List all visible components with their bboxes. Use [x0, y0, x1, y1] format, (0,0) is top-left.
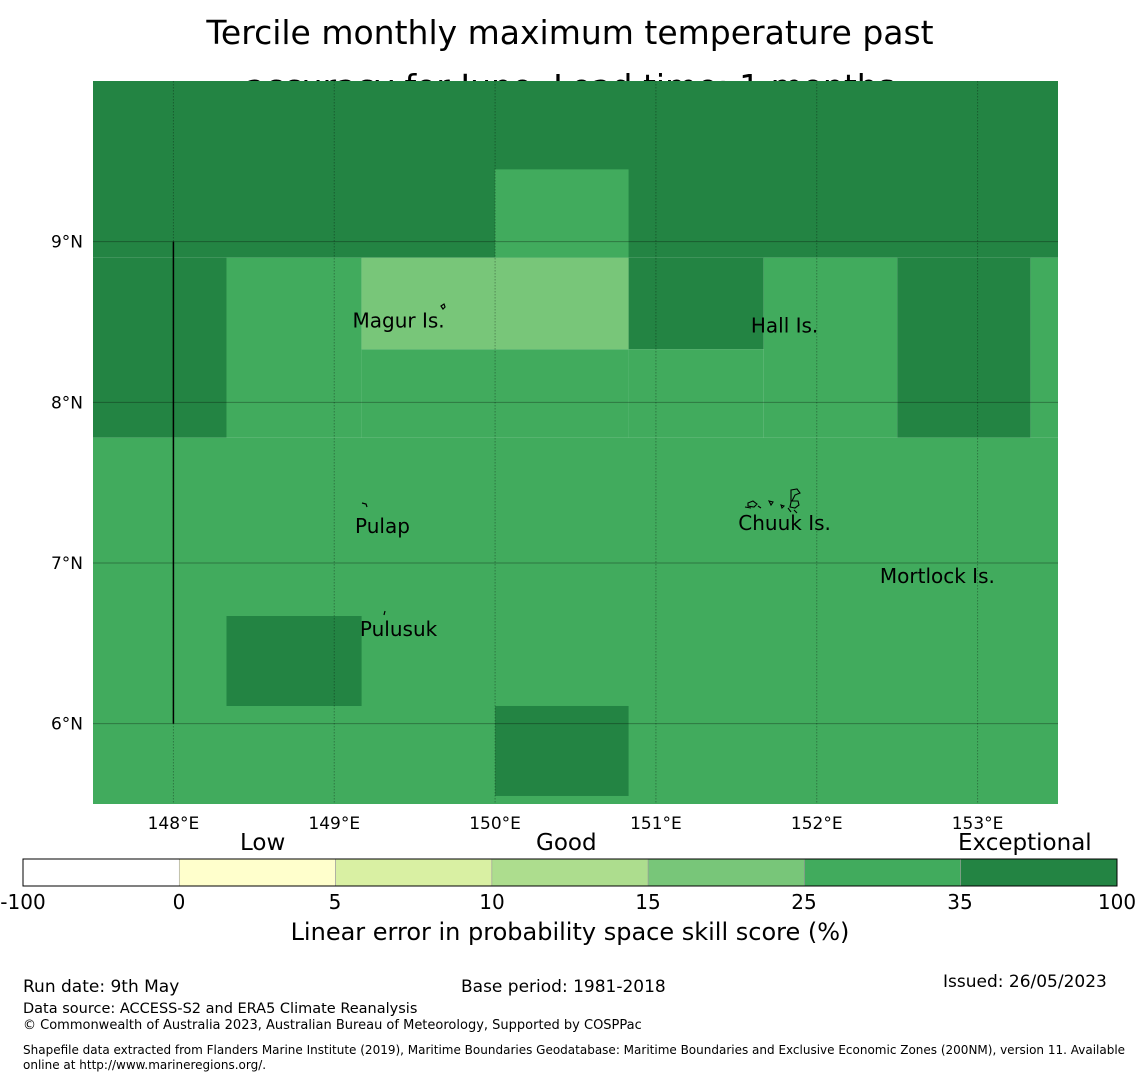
- lon-tick-label: 152°E: [791, 814, 843, 834]
- grid-cell-very_good: [763, 257, 898, 438]
- colorbar-segment: [804, 858, 962, 887]
- colorbar-tick: 10: [479, 890, 505, 914]
- colorbar-tick: 15: [635, 890, 661, 914]
- lat-tick-label: 6°N: [51, 715, 83, 735]
- skill-grid: [93, 81, 1058, 804]
- colorbar-heading-low: Low: [240, 830, 286, 856]
- graticule: [93, 81, 1058, 804]
- island-outlines: [361, 303, 801, 616]
- colorbar-heading-good: Good: [536, 830, 597, 856]
- colorbar: [22, 858, 1118, 887]
- lon-tick-label: 150°E: [469, 814, 521, 834]
- grid-cell-exceptional: [897, 257, 1031, 438]
- colorbar-segment: [335, 858, 493, 887]
- colorbar-tick: 100: [1097, 890, 1137, 914]
- grid-cell-very_good: [495, 169, 629, 258]
- lon-tick-label: 149°E: [308, 814, 360, 834]
- lat-tick-label: 9°N: [51, 233, 83, 253]
- grid-cell-exceptional: [495, 705, 629, 796]
- lat-tick-label: 8°N: [51, 393, 83, 413]
- colorbar-tick: 35: [947, 890, 973, 914]
- colorbar-tick: 0: [172, 890, 186, 914]
- axis-tick-labels: 148°E 149°E 150°E 151°E 152°E 153°E 9°N 8°N 7°N 6…: [51, 233, 1003, 834]
- grid-cell-exceptional: [226, 616, 362, 706]
- data-source: Data source: ACCESS-S2 and ERA5 Climate …: [23, 1001, 418, 1017]
- grid-cell-good: [361, 257, 629, 350]
- chuuk-lagoon-shape: [744, 488, 801, 514]
- magur-island-shape: [440, 303, 446, 310]
- pulap-island-shape: [361, 502, 368, 508]
- place-label: Hall Is.: [751, 313, 818, 337]
- colorbar-tick: 5: [328, 890, 342, 914]
- colorbar-heading-exceptional: Exceptional: [958, 830, 1092, 856]
- lon-tick-label: 151°E: [630, 814, 682, 834]
- colorbar-segment: [178, 858, 336, 887]
- grid-cell-very_good: [361, 349, 629, 438]
- colorbar-tick: -100: [0, 890, 46, 914]
- grid-cell-very_good: [628, 349, 764, 438]
- place-label: Magur Is.: [353, 309, 445, 333]
- colorbar-segment: [22, 858, 180, 887]
- place-label: Pulusuk: [360, 617, 438, 641]
- grid-cell-exceptional: [628, 257, 764, 350]
- colorbar-label: Linear error in probability space skill …: [290, 918, 850, 946]
- colorbar-segment: [960, 858, 1118, 887]
- grid-cell-very_good: [1030, 257, 1058, 438]
- place-label: Chuuk Is.: [738, 511, 831, 535]
- copyright: © Commonwealth of Australia 2023, Austra…: [23, 1018, 642, 1033]
- colorbar-tick: 25: [791, 890, 817, 914]
- lon-tick-label: 148°E: [148, 814, 200, 834]
- base-period: Base period: 1981-2018: [461, 977, 666, 997]
- colorbar-segment: [491, 858, 649, 887]
- title-line-1: Tercile monthly maximum temperature past: [206, 13, 934, 52]
- place-labels: Magur Is. Hall Is. Pulap Chuuk Is. Mortlock …: [353, 309, 995, 641]
- colorbar-frame: [22, 858, 1118, 887]
- shapefile-credit-line-1: Shapefile data extracted from Flanders M…: [23, 1043, 1126, 1057]
- place-label: Mortlock Is.: [880, 564, 995, 588]
- lon-tick-label: 153°E: [952, 814, 1004, 834]
- run-date: Run date: 9th May: [23, 977, 180, 997]
- colorbar-segment: [647, 858, 805, 887]
- place-label: Pulap: [355, 514, 410, 538]
- grid-cell-very_good: [226, 257, 362, 438]
- issued-date: Issued: 26/05/2023: [943, 972, 1107, 992]
- shapefile-credit-line-2: online at http://www.marineregions.org/.: [23, 1058, 267, 1072]
- lat-tick-label: 7°N: [51, 554, 83, 574]
- grid-cell-exceptional: [93, 257, 227, 438]
- pulusuk-island-shape: [383, 610, 386, 616]
